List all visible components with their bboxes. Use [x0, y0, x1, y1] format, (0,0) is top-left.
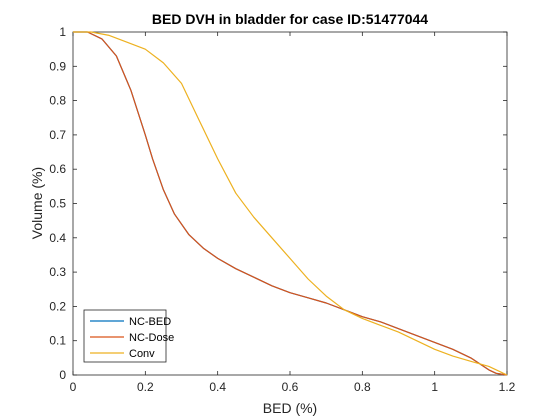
legend: NC-BED NC-Dose Conv: [83, 309, 174, 363]
y-tick-label: 0.6: [49, 162, 66, 176]
x-tick-label: 1: [431, 380, 438, 394]
legend-items: NC-BED NC-Dose Conv: [90, 316, 174, 360]
y-tick-label: 0.4: [49, 231, 66, 245]
y-tick-label: 1: [59, 25, 66, 39]
y-tick-label: 0.9: [49, 59, 66, 73]
y-tick-label: 0.3: [49, 265, 66, 279]
x-tick-label: 0: [70, 380, 77, 394]
x-tick-label: 1.2: [499, 380, 516, 394]
x-tick-label: 0.4: [209, 380, 226, 394]
x-axis-ticks: 0 0.2 0.4 0.6 0.8 1 1.2: [70, 32, 516, 394]
x-axis-label: BED (%): [263, 400, 317, 416]
series-lines: [73, 31, 508, 376]
y-axis-ticks: 0 0.1 0.2 0.3 0.4 0.5 0.6 0.7 0.8 0.9 1: [49, 25, 507, 382]
chart-title: BED DVH in bladder for case ID:51477044: [152, 11, 428, 27]
y-tick-label: 0.8: [49, 94, 66, 108]
legend-label: NC-BED: [129, 316, 171, 328]
y-tick-label: 0.2: [49, 299, 66, 313]
y-tick-label: 0: [59, 368, 66, 382]
y-axis-label: Volume (%): [29, 167, 45, 239]
series-line-conv: [73, 31, 508, 376]
legend-label: NC-Dose: [129, 332, 174, 344]
y-tick-label: 0.7: [49, 128, 66, 142]
x-tick-label: 0.8: [354, 380, 371, 394]
x-tick-label: 0.6: [282, 380, 299, 394]
series-line-nc-dose: [73, 31, 508, 376]
y-tick-label: 0.1: [49, 334, 66, 348]
y-tick-label: 0.5: [49, 197, 66, 211]
legend-label: Conv: [129, 348, 155, 360]
x-tick-label: 0.2: [137, 380, 154, 394]
